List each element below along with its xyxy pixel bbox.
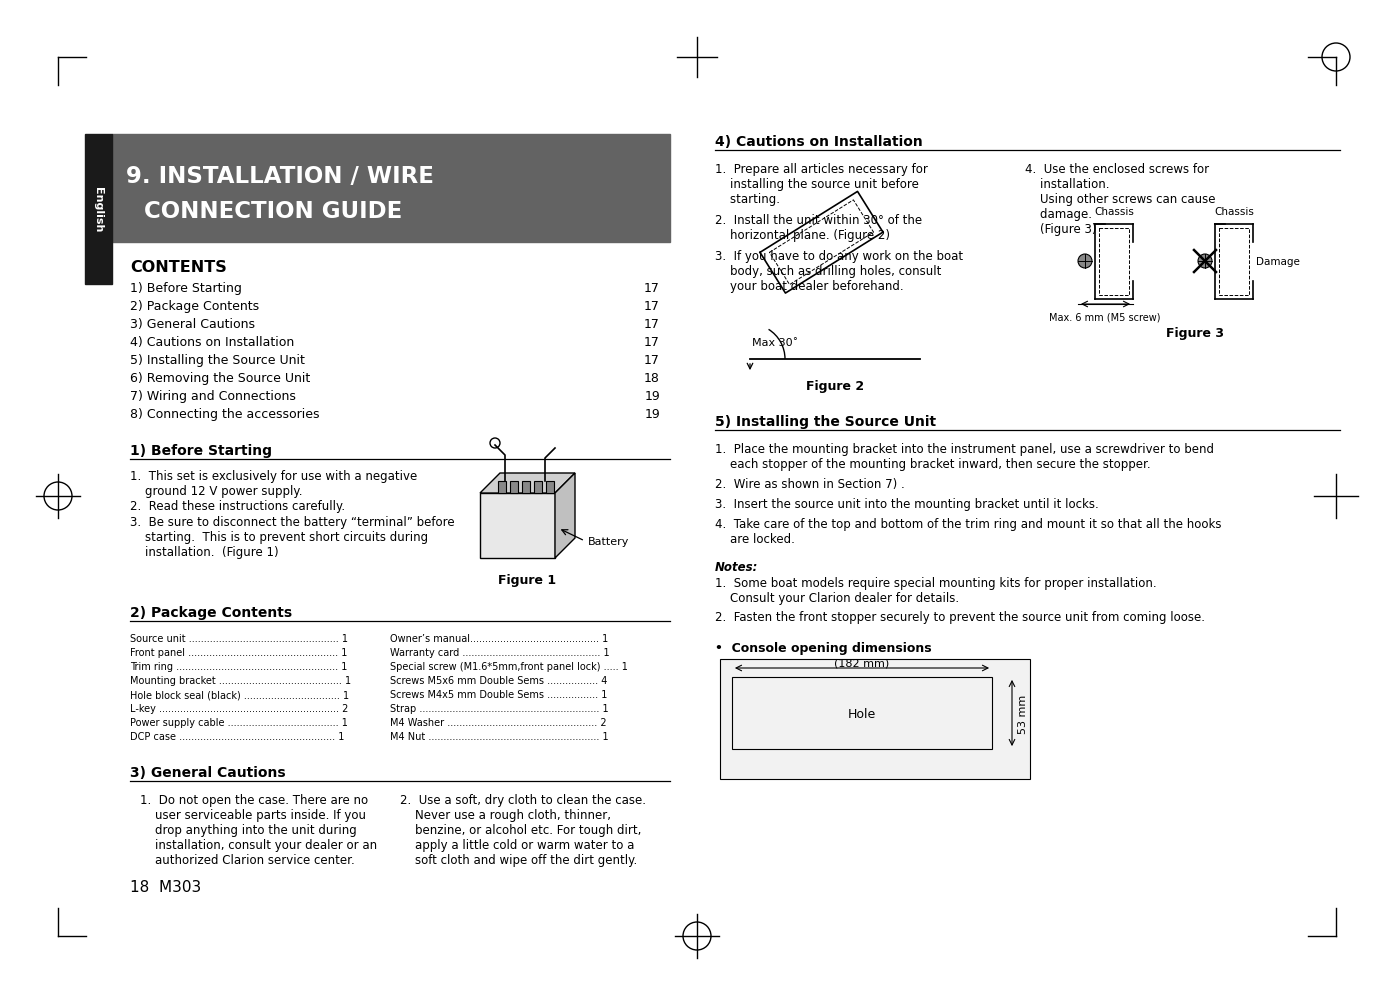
Text: 1) Before Starting: 1) Before Starting [130, 281, 243, 294]
Text: 1) Before Starting: 1) Before Starting [130, 443, 272, 457]
Text: M4 Nut ......................................................... 1: M4 Nut .................................… [390, 732, 609, 742]
Text: Max 30˚: Max 30˚ [751, 338, 799, 348]
Text: 17: 17 [644, 318, 659, 331]
Text: Strap ............................................................ 1: Strap ..................................… [390, 704, 609, 714]
Text: 53 mm: 53 mm [1018, 694, 1027, 733]
Text: 5) Installing the Source Unit: 5) Installing the Source Unit [715, 414, 937, 428]
Text: 3.  Insert the source unit into the mounting bracket until it locks.: 3. Insert the source unit into the mount… [715, 498, 1098, 511]
Text: Battery: Battery [588, 537, 629, 547]
Bar [719, 659, 1030, 779]
Text: Screws M5x6 mm Double Sems ................. 4: Screws M5x6 mm Double Sems .............… [390, 675, 608, 685]
Text: Hole block seal (black) ................................ 1: Hole block seal (black) ................… [130, 689, 348, 700]
Bar [85, 135, 112, 284]
Text: 6) Removing the Source Unit: 6) Removing the Source Unit [130, 372, 311, 385]
Text: 2) Package Contents: 2) Package Contents [130, 300, 259, 313]
Text: 3) General Cautions: 3) General Cautions [130, 765, 286, 779]
Text: Owner’s manual........................................... 1: Owner’s manual..........................… [390, 633, 608, 643]
Text: Special screw (M1.6*5mm,front panel lock) ..... 1: Special screw (M1.6*5mm,front panel lock… [390, 661, 627, 671]
Text: 1.  Place the mounting bracket into the instrument panel, use a screwdriver to b: 1. Place the mounting bracket into the i… [715, 442, 1214, 470]
Text: 2.  Use a soft, dry cloth to clean the case.
    Never use a rough cloth, thinne: 2. Use a soft, dry cloth to clean the ca… [400, 793, 645, 866]
Text: CONTENTS: CONTENTS [130, 259, 227, 274]
Text: 2.  Wire as shown in Section 7) .: 2. Wire as shown in Section 7) . [715, 477, 905, 490]
Text: Power supply cable ..................................... 1: Power supply cable .....................… [130, 718, 348, 728]
Text: 19: 19 [644, 408, 659, 420]
Text: Figure 3: Figure 3 [1165, 327, 1224, 340]
Text: 3.  If you have to do any work on the boat
    body, such as drilling holes, con: 3. If you have to do any work on the boa… [715, 249, 963, 292]
Text: 4.  Take care of the top and bottom of the trim ring and mount it so that all th: 4. Take care of the top and bottom of th… [715, 518, 1221, 546]
Text: 1.  This set is exclusively for use with a negative
    ground 12 V power supply: 1. This set is exclusively for use with … [130, 469, 417, 498]
Bar [480, 493, 555, 559]
Bar [112, 135, 671, 243]
Text: 18  M303: 18 M303 [130, 879, 201, 894]
Bar [521, 481, 530, 493]
Text: English: English [93, 187, 103, 233]
Text: 1.  Some boat models require special mounting kits for proper installation.
    : 1. Some boat models require special moun… [715, 577, 1157, 604]
Text: Notes:: Notes: [715, 561, 758, 574]
Text: 4) Cautions on Installation: 4) Cautions on Installation [130, 336, 294, 349]
Text: Chassis: Chassis [1094, 207, 1133, 217]
Bar [534, 481, 542, 493]
Text: 3.  Be sure to disconnect the battery “terminal” before
    starting.  This is t: 3. Be sure to disconnect the battery “te… [130, 516, 454, 559]
Bar [546, 481, 553, 493]
Bar [510, 481, 519, 493]
Text: 17: 17 [644, 281, 659, 294]
Text: 2.  Install the unit within 30° of the
    horizontal plane. (Figure 2): 2. Install the unit within 30° of the ho… [715, 214, 921, 242]
Text: 2.  Fasten the front stopper securely to prevent the source unit from coming loo: 2. Fasten the front stopper securely to … [715, 610, 1204, 623]
Text: 1.  Prepare all articles necessary for
    installing the source unit before
   : 1. Prepare all articles necessary for in… [715, 163, 928, 206]
Bar [1098, 229, 1129, 295]
Text: 7) Wiring and Connections: 7) Wiring and Connections [130, 390, 296, 403]
Text: Hole: Hole [848, 707, 875, 720]
Text: Damage: Damage [1256, 256, 1299, 266]
Text: Figure 1: Figure 1 [498, 574, 556, 586]
Text: Chassis: Chassis [1214, 207, 1255, 217]
Polygon shape [480, 473, 574, 493]
Text: Warranty card .............................................. 1: Warranty card ..........................… [390, 647, 609, 657]
Text: Max. 6 mm (M5 screw): Max. 6 mm (M5 screw) [1050, 313, 1161, 323]
Text: CONNECTION GUIDE: CONNECTION GUIDE [144, 200, 403, 223]
Text: Figure 2: Figure 2 [806, 380, 864, 393]
Text: 5) Installing the Source Unit: 5) Installing the Source Unit [130, 354, 305, 367]
Circle shape [1078, 254, 1092, 268]
Text: 3) General Cautions: 3) General Cautions [130, 318, 255, 331]
Polygon shape [555, 473, 574, 559]
Text: (182 mm): (182 mm) [835, 657, 889, 667]
Text: 17: 17 [644, 354, 659, 367]
Text: 9. INSTALLATION / WIRE: 9. INSTALLATION / WIRE [125, 165, 434, 188]
Text: 8) Connecting the accessories: 8) Connecting the accessories [130, 408, 319, 420]
Text: 19: 19 [644, 390, 659, 403]
Text: 2) Package Contents: 2) Package Contents [130, 605, 293, 619]
Text: Front panel .................................................. 1: Front panel ............................… [130, 647, 347, 657]
Text: DCP case .................................................... 1: DCP case ...............................… [130, 732, 344, 742]
Bar [498, 481, 506, 493]
Text: •  Console opening dimensions: • Console opening dimensions [715, 641, 931, 654]
Text: Screws M4x5 mm Double Sems ................. 1: Screws M4x5 mm Double Sems .............… [390, 689, 608, 700]
Text: Source unit .................................................. 1: Source unit ............................… [130, 633, 348, 643]
Text: Mounting bracket ......................................... 1: Mounting bracket .......................… [130, 675, 351, 685]
Text: 17: 17 [644, 336, 659, 349]
Text: 18: 18 [644, 372, 659, 385]
Text: 1.  Do not open the case. There are no
    user serviceable parts inside. If you: 1. Do not open the case. There are no us… [139, 793, 378, 866]
Text: M4 Washer .................................................. 2: M4 Washer ..............................… [390, 718, 606, 728]
Text: 2.  Read these instructions carefully.: 2. Read these instructions carefully. [130, 500, 346, 513]
Text: L-key ............................................................ 2: L-key ..................................… [130, 704, 348, 714]
Circle shape [1197, 254, 1211, 268]
Text: Trim ring ...................................................... 1: Trim ring ..............................… [130, 661, 347, 671]
Text: 4.  Use the enclosed screws for
    installation.
    Using other screws can cau: 4. Use the enclosed screws for installat… [1025, 163, 1216, 236]
Text: 4) Cautions on Installation: 4) Cautions on Installation [715, 135, 923, 149]
Bar [732, 677, 993, 749]
Bar [1218, 229, 1249, 295]
Text: 17: 17 [644, 300, 659, 313]
